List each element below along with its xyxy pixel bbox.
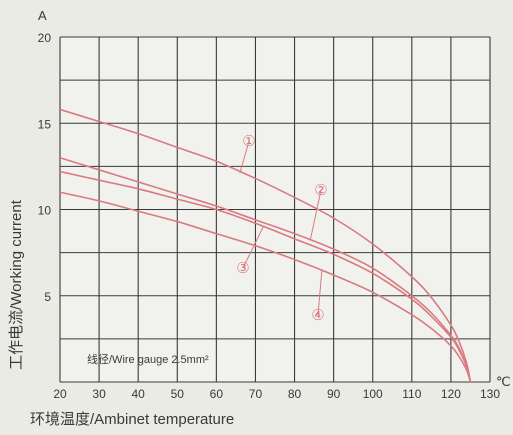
y-tick-label: 10 bbox=[38, 204, 52, 218]
y-tick-label: 15 bbox=[38, 117, 52, 131]
series-label-2: ② bbox=[314, 182, 327, 199]
x-unit-label: ℃ bbox=[496, 374, 511, 389]
x-axis-title: 环境温度/Ambinet temperature bbox=[30, 410, 234, 428]
x-tick-label: 70 bbox=[249, 387, 263, 401]
x-tick-label: 40 bbox=[132, 387, 146, 401]
series-label-1: ① bbox=[242, 133, 255, 150]
x-tick-label: 100 bbox=[363, 387, 383, 401]
y-unit-label: A bbox=[38, 8, 47, 23]
x-tick-label: 120 bbox=[441, 387, 461, 401]
series-line-3 bbox=[59, 170, 472, 383]
series-leader-4 bbox=[317, 269, 323, 316]
x-tick-label: 60 bbox=[210, 387, 224, 401]
y-tick-label: 5 bbox=[44, 290, 51, 304]
y-tick-label: 20 bbox=[38, 31, 52, 45]
series-line-1 bbox=[59, 108, 472, 383]
series-curves bbox=[59, 108, 472, 383]
x-tick-label: 30 bbox=[92, 387, 106, 401]
series-label-4: ④ bbox=[311, 307, 324, 324]
series-line-4 bbox=[59, 191, 472, 383]
x-tick-label: 80 bbox=[288, 387, 302, 401]
tick-labels: 20 30 40 50 60 70 80 90 100 110 120 130 5 10 15 20 bbox=[38, 31, 501, 401]
x-tick-label: 110 bbox=[402, 387, 421, 401]
y-axis-title: 工作电流/Working current bbox=[8, 199, 25, 370]
x-tick-label: 130 bbox=[480, 387, 500, 401]
series-leader-3 bbox=[242, 226, 264, 269]
series-label-3: ③ bbox=[236, 260, 249, 277]
series-labels: ① ② ③ ④ bbox=[236, 133, 327, 324]
series-leader-1 bbox=[239, 140, 250, 174]
series-line-2 bbox=[59, 156, 472, 383]
x-tick-label: 20 bbox=[53, 387, 67, 401]
x-tick-label: 90 bbox=[327, 387, 341, 401]
series-leader-2 bbox=[309, 189, 322, 241]
annotation-wire-gauge: 线径/Wire gauge 2.5mm² bbox=[87, 352, 209, 366]
x-tick-label: 50 bbox=[171, 387, 185, 401]
